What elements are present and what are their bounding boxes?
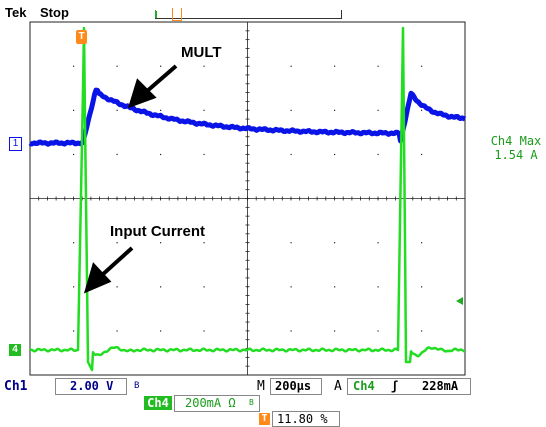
trigger-point-marker-icon: T [76,30,87,44]
ch4-max-value: 1.54 A [494,148,538,162]
trigger-position-marker-icon: T [259,413,270,425]
brand-label: Tek [5,5,27,20]
trigger-level-arrow-icon [456,297,463,305]
ch4-ground-marker[interactable]: 4 [9,344,21,356]
record-position-bar[interactable] [155,10,342,19]
ch4-label[interactable]: Ch4 [144,396,172,410]
ch1-waveform [28,87,467,147]
ch1-bandwidth-icon: B [134,381,140,391]
record-position-marker-icon [172,8,182,21]
input-current-annotation: Input Current [110,223,205,240]
mult-annotation: MULT [181,44,222,61]
ch4-max-label: Ch4 Max [490,134,542,148]
trigger-slope-icon: ʃ [391,379,399,393]
ch4-max-readout: Ch4 Max 1.54 A [486,134,546,162]
ch4-bandwidth-icon: B [249,398,254,407]
ch4-waveform [29,26,466,372]
ch1-scale: 2.00 V [70,379,114,393]
ch4-scale-box[interactable]: 200mA Ω B [174,395,260,412]
ch4-scale: 200mA Ω [185,396,236,410]
timebase-prefix: M [257,379,265,394]
timebase-box[interactable]: 200µs [270,378,322,395]
trigger-prefix: A [334,379,342,394]
trigger-position-box[interactable]: 11.80 % [272,411,340,427]
ch1-scale-box[interactable]: 2.00 V [55,378,127,395]
trigger-box[interactable]: Ch4 ʃ 228mA [347,378,471,395]
mult-arrow-icon [127,64,178,109]
input-current-arrow-icon [83,246,134,294]
trigger-level: 228mA [422,379,459,393]
trigger-position: 11.80 % [277,412,328,426]
trigger-channel: Ch4 [353,379,375,393]
acquisition-status: Stop [40,5,69,20]
ch1-label[interactable]: Ch1 [4,379,28,394]
timebase-value: 200µs [275,379,312,393]
ch1-ground-marker[interactable]: 1 [9,137,22,151]
